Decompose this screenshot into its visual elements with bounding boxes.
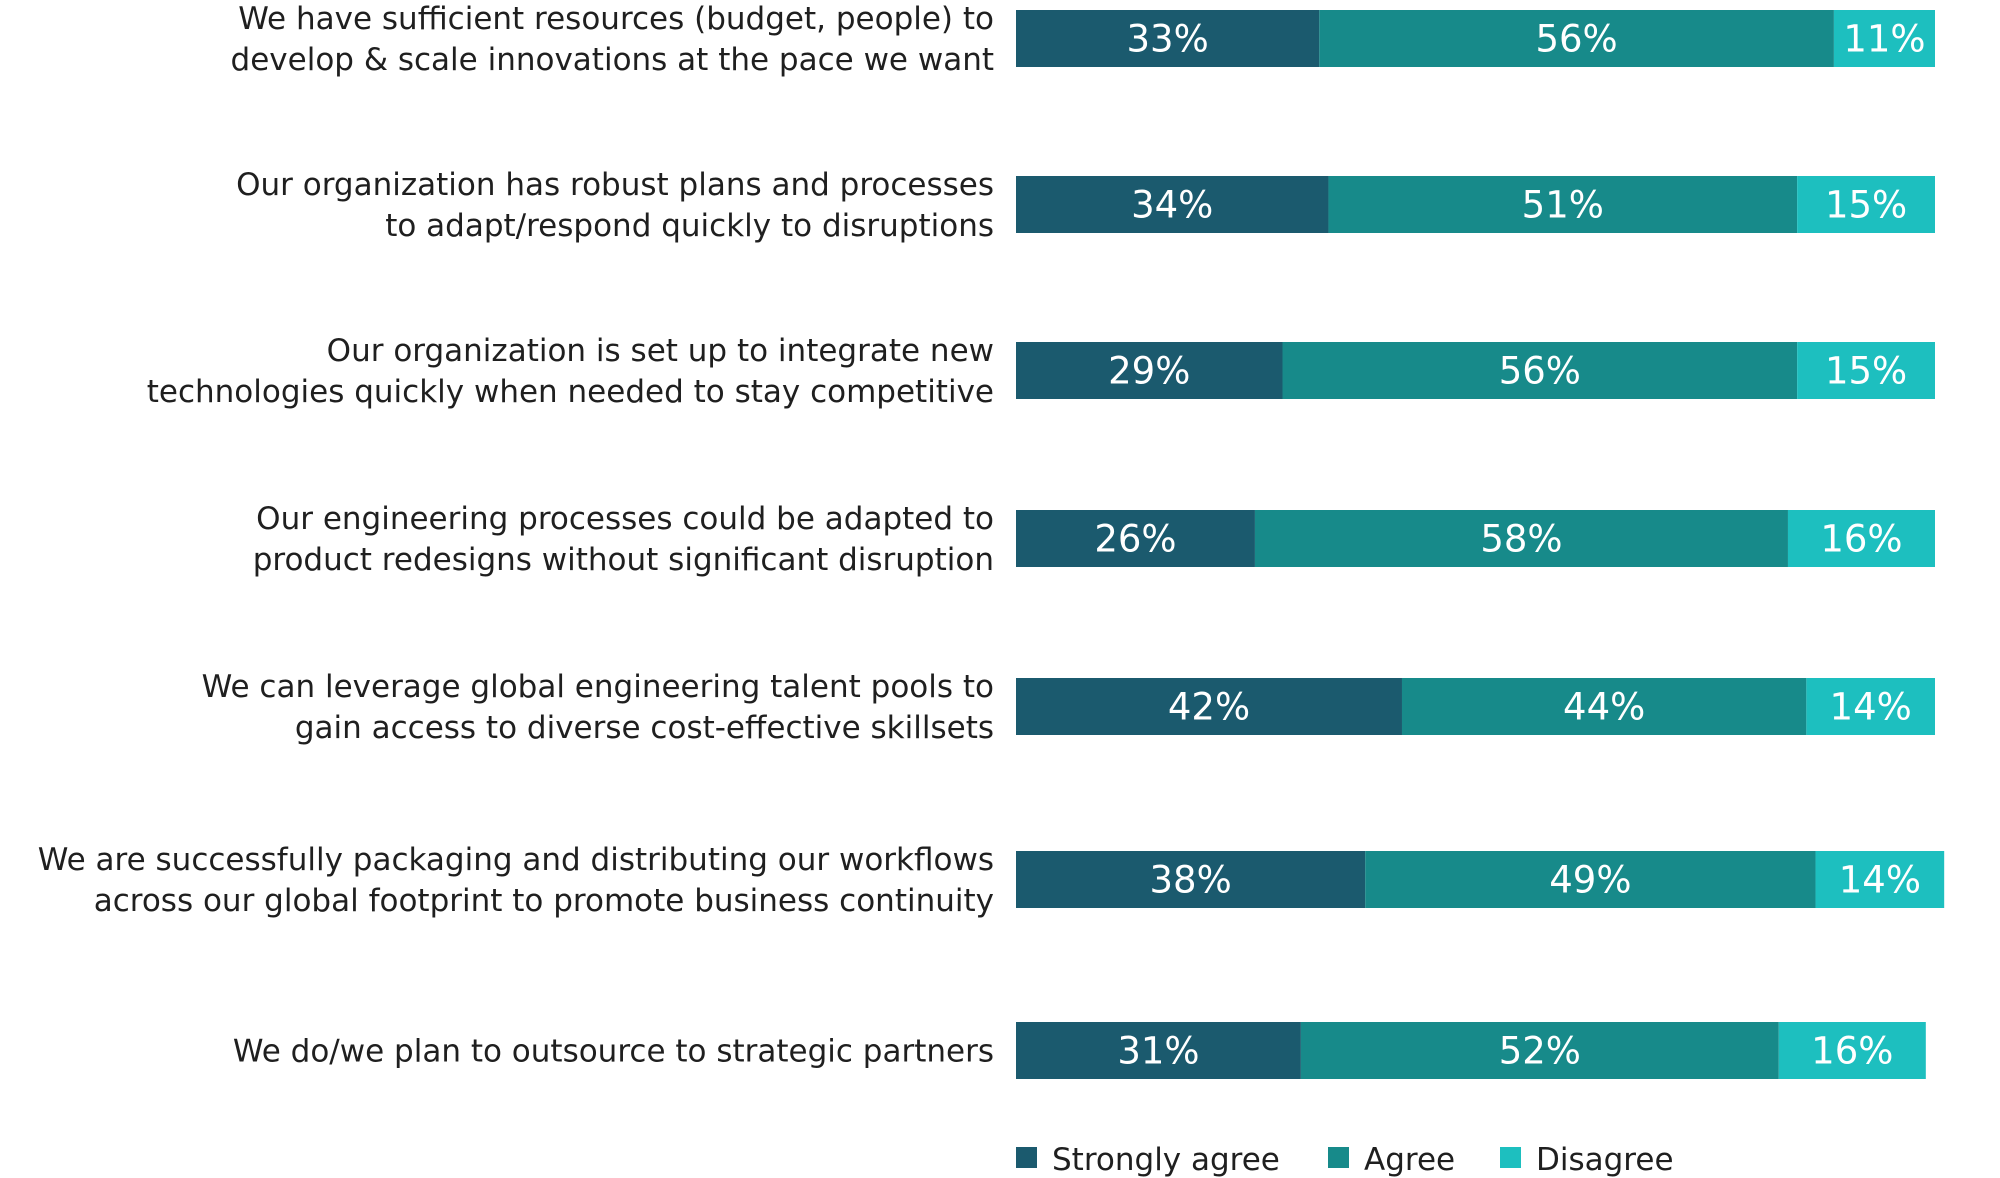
bar-segment-agree: [1328, 176, 1798, 233]
legend-item: Strongly agree: [1016, 1142, 1280, 1178]
bar-segment-agree: [1300, 1022, 1779, 1079]
data-label: 44%: [1563, 686, 1645, 729]
bar-segment-agree: [1282, 342, 1798, 399]
chart-row: Our organization has robust plans and pr…: [236, 167, 1935, 244]
data-label: 58%: [1480, 518, 1562, 561]
data-label: 42%: [1168, 686, 1250, 729]
data-label: 29%: [1108, 350, 1190, 393]
data-label: 16%: [1820, 518, 1902, 561]
bar-segment-disagree: [1806, 678, 1935, 735]
bar-segment-agree: [1365, 851, 1816, 908]
bar-segment-disagree: [1833, 10, 1935, 67]
chart-row: We have sufficient resources (budget, pe…: [231, 1, 1935, 78]
bar-segment-strongly-agree: [1016, 342, 1283, 399]
bar-segment-agree: [1319, 10, 1834, 67]
data-label: 38%: [1149, 859, 1231, 902]
data-label: 11%: [1843, 18, 1925, 61]
bar-segment-disagree: [1797, 176, 1935, 233]
data-label: 14%: [1839, 859, 1921, 902]
data-label: 33%: [1127, 18, 1209, 61]
data-label: 15%: [1825, 184, 1907, 227]
bar-segment-disagree: [1787, 510, 1935, 567]
chart-row: Our organization is set up to integrate …: [147, 333, 1935, 410]
chart-rows: We have sufficient resources (budget, pe…: [38, 1, 1945, 1079]
chart-row: We are successfully packaging and distri…: [38, 842, 1945, 919]
legend-swatch: [1016, 1147, 1037, 1168]
legend-item: Agree: [1328, 1142, 1455, 1178]
chart-row: We do/we plan to outsource to strategic …: [233, 1022, 1926, 1079]
chart-row: We can leverage global engineering talen…: [202, 669, 1935, 746]
data-label: 16%: [1811, 1030, 1893, 1073]
legend-item: Disagree: [1500, 1142, 1674, 1178]
data-label: 15%: [1825, 350, 1907, 393]
chart-legend: Strongly agree Agree Disagree: [1016, 1142, 1674, 1178]
data-label: 14%: [1830, 686, 1912, 729]
bar-segment-strongly-agree: [1016, 1022, 1301, 1079]
bar-segment-strongly-agree: [1016, 678, 1402, 735]
legend-swatch: [1328, 1147, 1349, 1168]
bar-segment-agree: [1254, 510, 1788, 567]
category-label: to adapt/respond quickly to disruptions: [385, 208, 994, 244]
data-label: 56%: [1535, 18, 1617, 61]
category-label: across our global footprint to promote b…: [94, 883, 994, 919]
category-label: Our engineering processes could be adapt…: [256, 501, 994, 537]
category-label: technologies quickly when needed to stay…: [147, 374, 994, 410]
bar-segment-disagree: [1815, 851, 1945, 908]
bar-segment-strongly-agree: [1016, 176, 1329, 233]
data-label: 26%: [1094, 518, 1176, 561]
category-label: We can leverage global engineering talen…: [202, 669, 994, 705]
category-label: We do/we plan to outsource to strategic …: [233, 1034, 994, 1070]
legend-label: Strongly agree: [1052, 1142, 1280, 1178]
legend-label: Disagree: [1536, 1142, 1674, 1178]
bar-segment-strongly-agree: [1016, 10, 1320, 67]
data-label: 56%: [1499, 350, 1581, 393]
chart-row: Our engineering processes could be adapt…: [253, 501, 1935, 578]
bar-segment-disagree: [1797, 342, 1935, 399]
category-label: gain access to diverse cost-effective sk…: [295, 710, 994, 746]
legend-label: Agree: [1364, 1142, 1455, 1178]
data-label: 31%: [1117, 1030, 1199, 1073]
bar-segment-strongly-agree: [1016, 851, 1366, 908]
category-label: We are successfully packaging and distri…: [38, 842, 994, 878]
legend-swatch: [1500, 1147, 1521, 1168]
bar-segment-disagree: [1778, 1022, 1926, 1079]
data-label: 52%: [1499, 1030, 1581, 1073]
bar-segment-strongly-agree: [1016, 510, 1255, 567]
category-label: Our organization is set up to integrate …: [327, 333, 994, 369]
data-label: 49%: [1549, 859, 1631, 902]
category-label: We have sufficient resources (budget, pe…: [238, 1, 994, 37]
data-label: 34%: [1131, 184, 1213, 227]
bar-segment-agree: [1401, 678, 1807, 735]
category-label: Our organization has robust plans and pr…: [236, 167, 994, 203]
data-label: 51%: [1522, 184, 1604, 227]
category-label: develop & scale innovations at the pace …: [231, 42, 994, 78]
category-label: product redesigns without significant di…: [253, 542, 994, 578]
